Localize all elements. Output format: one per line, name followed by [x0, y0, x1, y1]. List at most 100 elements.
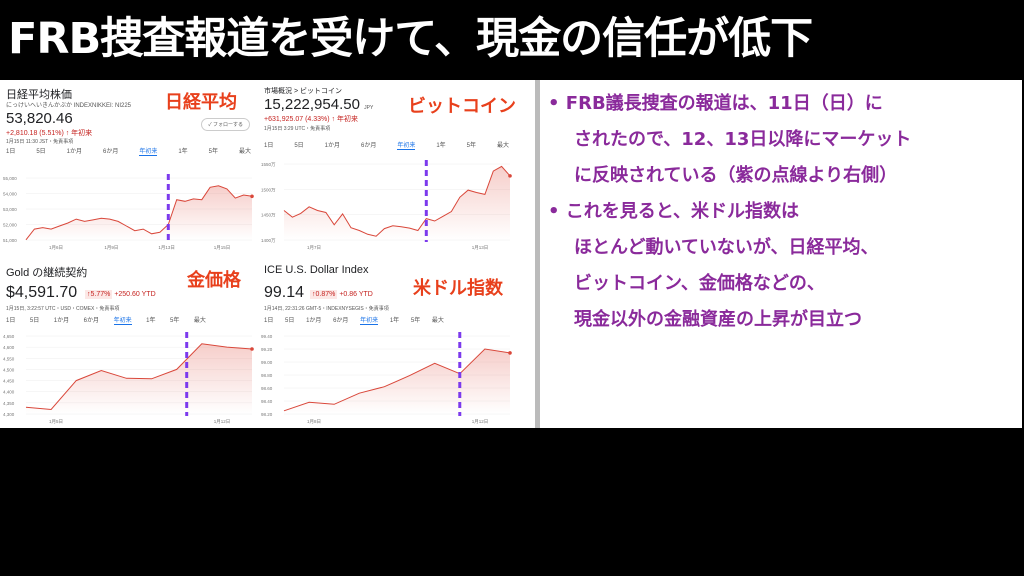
- series-area: [284, 166, 510, 240]
- tab-1[interactable]: 5日: [36, 149, 46, 155]
- tab-0[interactable]: 1日: [6, 149, 16, 155]
- y-tick-label: 4,600: [3, 345, 15, 350]
- y-tick-label: 4,650: [3, 334, 15, 339]
- nikkei-panel: 日経平均株価 にっけいへいきんかぶか INDEXNIKKEI: NI225 53…: [0, 80, 262, 252]
- gold-name: Gold の継続契約: [6, 267, 88, 279]
- y-tick-label: 51,000: [3, 238, 17, 243]
- gold-change: ↑5.77% +250.60 YTD: [85, 290, 156, 299]
- bitcoin-breadcrumb: 市場概況 > ビットコイン: [264, 88, 342, 95]
- tab-4[interactable]: 年初来: [397, 140, 416, 150]
- tab-1[interactable]: 5日: [285, 318, 295, 324]
- tab-2[interactable]: 1か月: [306, 318, 322, 324]
- dollar-ytd: +0.86 YTD: [339, 291, 373, 298]
- bullet-1: • FRB議長捜査の報道は、11日（日）に: [548, 93, 883, 114]
- y-tick-label: 53,000: [3, 207, 17, 212]
- charts-area: 日経平均株価 にっけいへいきんかぶか INDEXNIKKEI: NI225 53…: [0, 80, 535, 428]
- tab-6[interactable]: 5年: [208, 149, 218, 155]
- bitcoin-panel: 市場概況 > ビットコイン 15,222,954.50 JPY +631,925…: [258, 80, 520, 252]
- y-tick-label: 55,000: [3, 176, 17, 181]
- y-tick-label: 99.40: [261, 334, 273, 339]
- gold-chart: 4,650 4,600 4,550 4,500 4,450 4,400 4,350 4,300…: [3, 332, 254, 425]
- tab-7[interactable]: 最大: [193, 318, 206, 324]
- y-tick-label: 1500万: [261, 187, 276, 193]
- x-tick-label: 1月15日: [214, 245, 231, 251]
- tab-2[interactable]: 1か月: [53, 318, 70, 324]
- series-area: [26, 185, 252, 240]
- tab-5[interactable]: 1年: [178, 149, 188, 155]
- tab-6[interactable]: 5年: [170, 318, 180, 324]
- x-tick-label: 1月9日: [104, 245, 118, 251]
- tab-7[interactable]: 最大: [431, 318, 444, 324]
- dollar-name: ICE U.S. Dollar Index: [264, 264, 369, 276]
- tab-1[interactable]: 5日: [29, 318, 40, 324]
- x-tick-label: 1月6日: [49, 245, 63, 251]
- x-tick-label: 1月8日: [307, 419, 321, 425]
- y-tick-label: 1550万: [261, 162, 276, 168]
- bullet-line: 現金以外の金融資産の上昇が目立つ: [574, 309, 862, 330]
- series-line: [283, 165, 511, 237]
- range-tabs: 1日 5日 1か月 6か月 年初来 1年 5年 最大: [6, 146, 251, 156]
- nikkei-chart: 55,000 54,000 53,000 52,000 51,000 1月6日 1月9日 1月…: [3, 174, 254, 251]
- bullet-line: されたので、12、13日以降にマーケット: [574, 129, 912, 150]
- y-tick-label: 4,400: [3, 390, 15, 395]
- follow-button[interactable]: ✓ フォローする: [201, 118, 250, 131]
- tab-3[interactable]: 6か月: [333, 318, 349, 324]
- range-tabs: 1日 5日 1か月 6か月 年初来 1年 5年 最大: [264, 140, 509, 150]
- tab-3[interactable]: 6か月: [102, 149, 119, 155]
- tab-3[interactable]: 6か月: [83, 318, 100, 324]
- tab-7[interactable]: 最大: [238, 149, 251, 155]
- dollar-price: 99.14: [264, 284, 305, 301]
- y-tick-label: 99.00: [261, 360, 273, 365]
- dollar-panel: ICE U.S. Dollar Index 99.14 ↑0.87% +0.86…: [258, 258, 520, 430]
- tab-2[interactable]: 1か月: [66, 149, 82, 155]
- tab-4[interactable]: 年初来: [360, 315, 379, 325]
- last-point: [250, 194, 254, 199]
- dollar-badge: ↑0.87%: [310, 290, 338, 299]
- x-tick-label: 1月13日: [472, 245, 489, 251]
- x-tick-label: 1月7日: [307, 245, 321, 251]
- tab-6[interactable]: 5年: [466, 143, 476, 149]
- nikkei-change: +2,810.18 (5.51%) ↑ 年初来: [6, 130, 93, 137]
- tab-5[interactable]: 1年: [146, 318, 156, 324]
- nikkei-meta: 1月15日 11:30 JST・免責事項: [6, 139, 74, 145]
- y-tick-label: 98.80: [261, 373, 273, 378]
- gold-ytd: +250.60 YTD: [114, 291, 156, 298]
- y-tick-label: 4,500: [3, 367, 15, 372]
- series-line: [25, 185, 253, 241]
- tab-5[interactable]: 1年: [436, 143, 446, 149]
- bullet-line: FRB議長捜査の報道は、11日（日）に: [565, 93, 883, 114]
- tab-4[interactable]: 年初来: [113, 315, 132, 325]
- x-tick-label: 1月5日: [49, 419, 63, 425]
- gold-meta: 1月15日, 3:22:57 UTC・USD・COMEX・免責事項: [6, 306, 120, 312]
- dollar-chart: 99.40 99.20 99.00 98.80 98.60 98.40 98.20 1月8日 1…: [261, 332, 512, 425]
- x-tick-label: 1月12日: [472, 419, 489, 425]
- nikkei-ticker: にっけいへいきんかぶか INDEXNIKKEI: NI225: [6, 103, 132, 109]
- bullet-line: ビットコイン、金価格などの、: [574, 273, 825, 294]
- tab-5[interactable]: 1年: [389, 318, 400, 324]
- bitcoin-currency: JPY: [364, 105, 374, 111]
- tab-6[interactable]: 5年: [410, 318, 421, 324]
- tab-2[interactable]: 1か月: [324, 143, 340, 149]
- last-point: [250, 347, 254, 351]
- gold-label: 金価格: [187, 270, 241, 291]
- series-line: [25, 343, 253, 411]
- range-tabs: 1日 5日 1か月 6か月 年初来 1年 5年 最大: [264, 315, 444, 325]
- tab-1[interactable]: 5日: [294, 143, 304, 149]
- y-tick-label: 4,550: [3, 356, 15, 361]
- tab-0[interactable]: 1日: [6, 318, 16, 324]
- y-tick-label: 98.20: [261, 412, 273, 417]
- commentary: • FRB議長捜査の報道は、11日（日）に されたので、12、13日以降にマーケ…: [540, 80, 1022, 428]
- tab-0[interactable]: 1日: [264, 318, 274, 324]
- dollar-meta: 1月14日, 22:31:26 GMT-5・INDEXNYSEGIS・免責事項: [264, 306, 389, 312]
- tab-7[interactable]: 最大: [496, 143, 509, 149]
- bitcoin-chart: 1550万 1500万 1450万 1400万 1月7日 1月13日: [261, 160, 512, 251]
- tab-4[interactable]: 年初来: [139, 146, 158, 156]
- y-tick-label: 98.60: [261, 386, 273, 391]
- series-line: [283, 348, 511, 412]
- y-tick-label: 54,000: [3, 192, 17, 197]
- range-tabs: 1日 5日 1か月 6か月 年初来 1年 5年 最大: [6, 315, 206, 325]
- last-point: [508, 351, 512, 355]
- dollar-label: 米ドル指数: [413, 278, 503, 299]
- tab-0[interactable]: 1日: [264, 143, 274, 149]
- tab-3[interactable]: 6か月: [360, 143, 377, 149]
